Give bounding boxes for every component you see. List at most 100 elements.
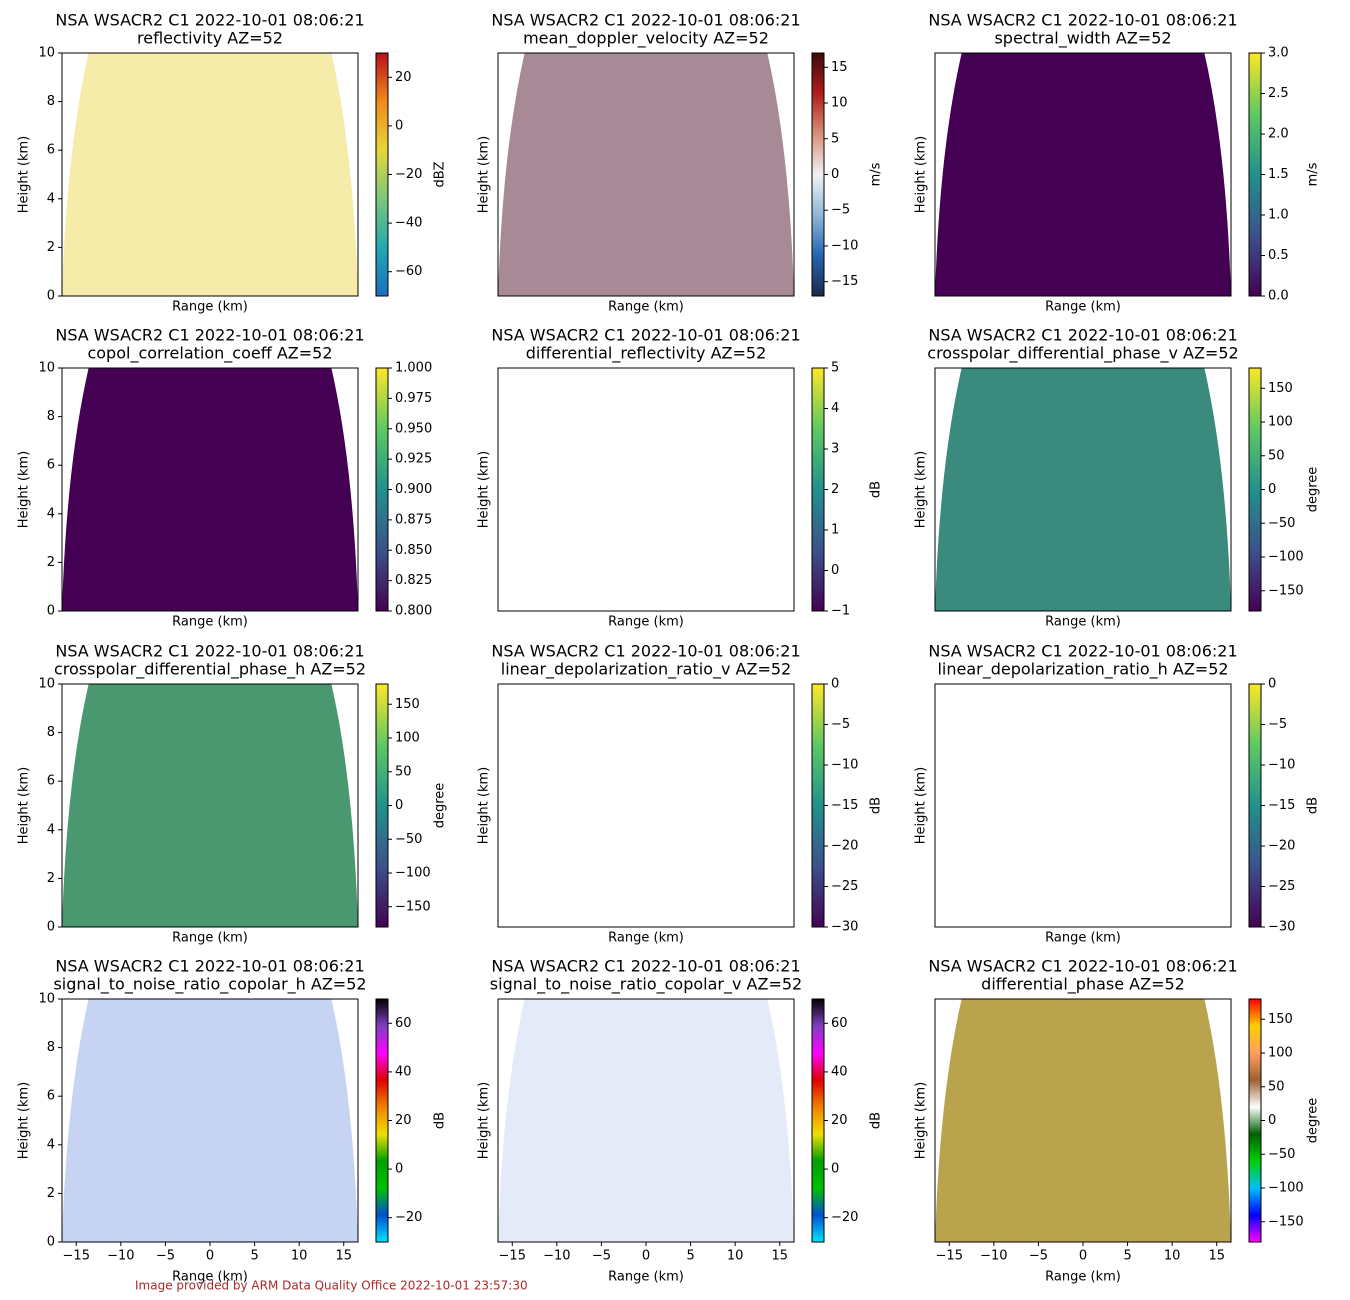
colorbar-tick-label: −150 (1268, 1214, 1304, 1229)
colorbar-tick-label: 4 (831, 401, 839, 416)
colorbar-tick-label: −5 (831, 717, 850, 732)
y-tick-label: 0 (47, 1235, 55, 1250)
chart-subtitle: signal_to_noise_ratio_copolar_v AZ=52 (490, 975, 802, 995)
colorbar-label: dB (1306, 797, 1321, 814)
y-tick-label: 6 (47, 143, 55, 158)
colorbar-tick-label: 20 (831, 1113, 848, 1128)
colorbar-tick-label: 0.975 (395, 391, 432, 406)
colorbar-label: dB (869, 797, 884, 814)
x-tick-label: −5 (156, 1249, 175, 1264)
y-tick-label: 8 (47, 409, 55, 424)
x-tick-label: −10 (980, 1249, 1007, 1264)
x-tick-label: −10 (107, 1249, 134, 1264)
colorbar (1248, 683, 1262, 928)
plot-frame (934, 367, 1232, 612)
x-tick-label: 10 (727, 1249, 744, 1264)
y-tick-label: 10 (38, 677, 55, 692)
field (935, 368, 1231, 611)
x-tick-label: −15 (63, 1249, 90, 1264)
colorbar-tick-label: −150 (395, 899, 431, 914)
y-tick-label: 6 (47, 774, 55, 789)
colorbar-tick-label: −50 (1268, 516, 1295, 531)
chart-subtitle: reflectivity AZ=52 (137, 29, 283, 48)
x-tick-label: −15 (499, 1249, 526, 1264)
colorbar-tick-label: 50 (1268, 1079, 1285, 1094)
colorbar-tick-label: −30 (1268, 920, 1295, 935)
colorbar-tick-label: −25 (1268, 879, 1295, 894)
colorbar-tick-label: 0 (831, 1162, 839, 1177)
colorbar-tick-label: 1.000 (395, 361, 432, 376)
y-tick-label: 4 (47, 506, 55, 521)
colorbar-tick-label: 2.5 (1268, 86, 1289, 101)
colorbar-tick-label: 150 (1268, 381, 1293, 396)
colorbar-tick-label: 0 (395, 118, 403, 133)
colorbar-tick-label: 20 (395, 1113, 412, 1128)
x-tick-label: 5 (1123, 1249, 1131, 1264)
colorbar-tick-label: 5 (831, 361, 839, 376)
x-axis-label: Range (km) (608, 1270, 684, 1285)
x-tick-label: −5 (1029, 1249, 1048, 1264)
colorbar-tick-label: 3.0 (1268, 46, 1289, 61)
colorbar-tick-label: 3 (831, 442, 839, 457)
colorbar-tick-label: 20 (395, 70, 412, 85)
x-axis-label: Range (km) (608, 615, 684, 630)
chart-title: NSA WSACR2 C1 2022-10-01 08:06:21 (928, 326, 1237, 345)
colorbar (1248, 998, 1262, 1243)
y-axis-label: Height (km) (914, 451, 929, 528)
x-tick-label: 5 (250, 1249, 258, 1264)
colorbar-tick-label: 0.875 (395, 512, 432, 527)
colorbar-tick-label: 60 (395, 1016, 412, 1031)
field (62, 368, 358, 611)
y-axis-label: Height (km) (17, 136, 32, 213)
x-axis-label: Range (km) (172, 615, 248, 630)
y-tick-label: 8 (47, 725, 55, 740)
colorbar-tick-label: −10 (831, 758, 858, 773)
colorbar (811, 683, 825, 928)
chart-subtitle: copol_correlation_coeff AZ=52 (87, 344, 332, 364)
field (935, 53, 1231, 296)
colorbar-tick-label: 0.800 (395, 604, 432, 619)
colorbar-tick-label: 100 (395, 731, 420, 746)
chart-title: NSA WSACR2 C1 2022-10-01 08:06:21 (55, 11, 364, 30)
chart-subtitle: linear_depolarization_ratio_h AZ=52 (937, 660, 1228, 680)
y-tick-label: 10 (38, 46, 55, 61)
x-tick-label: 15 (335, 1249, 352, 1264)
field (62, 999, 358, 1242)
chart-subtitle: mean_doppler_velocity AZ=52 (523, 29, 769, 49)
colorbar-label: degree (1306, 1098, 1321, 1144)
y-tick-label: 6 (47, 458, 55, 473)
colorbar-tick-label: −60 (395, 264, 422, 279)
plot-frame (934, 52, 1232, 297)
colorbar-tick-label: 0.925 (395, 452, 432, 467)
y-axis-label: Height (km) (17, 767, 32, 844)
x-tick-label: 15 (771, 1249, 788, 1264)
plot-frame (497, 683, 795, 928)
y-axis-label: Height (km) (914, 1082, 929, 1159)
colorbar (811, 52, 825, 297)
x-tick-label: 0 (1079, 1249, 1087, 1264)
y-tick-label: 0 (47, 920, 55, 935)
colorbar-tick-label: 0 (1268, 1113, 1276, 1128)
colorbar-tick-label: 0.950 (395, 421, 432, 436)
x-axis-label: Range (km) (172, 1270, 248, 1285)
colorbar-label: degree (1306, 467, 1321, 513)
chart-title: NSA WSACR2 C1 2022-10-01 08:06:21 (55, 326, 364, 345)
y-tick-label: 4 (47, 1137, 55, 1152)
colorbar-tick-label: −20 (1268, 839, 1295, 854)
colorbar (811, 998, 825, 1243)
colorbar (375, 683, 389, 928)
colorbar (375, 998, 389, 1243)
plot-frame (61, 52, 359, 297)
field (62, 53, 358, 296)
plot-frame (61, 683, 359, 928)
y-tick-label: 6 (47, 1089, 55, 1104)
colorbar-tick-label: 0 (395, 1162, 403, 1177)
y-tick-label: 2 (47, 871, 55, 886)
chart-subtitle: spectral_width AZ=52 (994, 29, 1171, 49)
x-tick-label: 10 (291, 1249, 308, 1264)
colorbar-tick-label: 50 (1268, 448, 1285, 463)
x-axis-label: Range (km) (1045, 931, 1121, 946)
colorbar-tick-label: 1 (831, 523, 839, 538)
colorbar-tick-label: 40 (395, 1064, 412, 1079)
